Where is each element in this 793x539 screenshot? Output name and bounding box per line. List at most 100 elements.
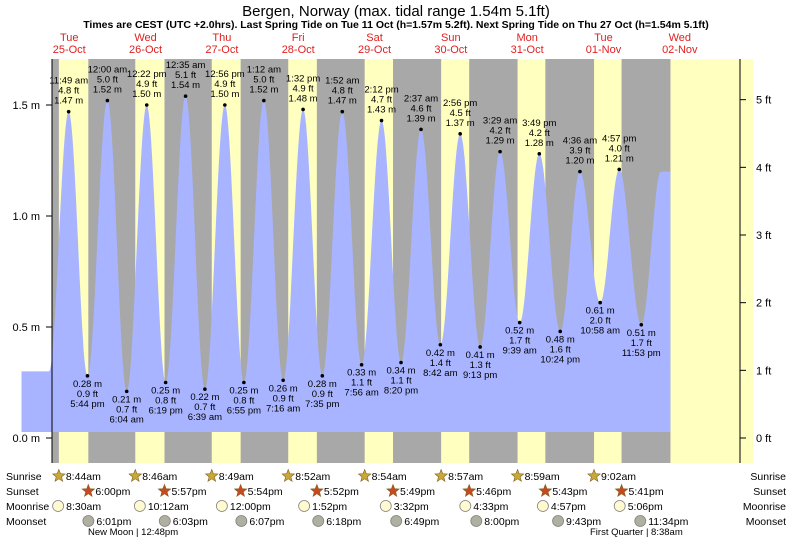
sun-moon-time: 6:18pm (326, 516, 361, 528)
sun-moon-time: 12:00pm (230, 501, 271, 513)
y-tick-label: 0.0 m (12, 433, 40, 445)
sun-moon-time: 4:57pm (551, 501, 586, 513)
sun-star-icon (538, 483, 553, 497)
chart-subtitle: Times are CEST (UTC +2.0hrs). Last Sprin… (83, 19, 709, 31)
tide-point (517, 320, 522, 325)
tide-label: 12:22 pm (127, 69, 167, 80)
tide-label: 10:24 pm (540, 354, 580, 365)
y-tick-label: 5 ft (756, 95, 771, 107)
tide-label: 1.21 m (605, 153, 634, 164)
sun-star-icon (386, 483, 400, 497)
tide-label: 4.9 ft (136, 79, 157, 90)
moonset-icon (235, 515, 248, 527)
day-name: Wed (669, 32, 691, 44)
tide-label: 1.7 ft (631, 338, 652, 349)
tide-point (498, 149, 502, 154)
sun-moon-table: Sunrise Sunset Moonrise Moonset Sunrise … (6, 468, 786, 538)
moonrise-icon (537, 500, 549, 512)
sun-moon-time: 3:32pm (394, 501, 429, 513)
tide-point (203, 387, 207, 391)
day-date: 28-Oct (282, 44, 315, 56)
sun-moon-time: 6:07pm (249, 516, 284, 528)
plot-area: 11:49 am4.8 ft1.47 m0.28 m0.9 ft5:44 pm1… (21, 59, 753, 463)
tide-point (558, 329, 563, 334)
tide-label: 0.33 m (347, 368, 376, 379)
tide-point (340, 109, 345, 114)
sun-star-icon (357, 468, 372, 482)
tide-label: 1.50 m (210, 89, 239, 100)
day-date: 26-Oct (129, 44, 162, 56)
tide-point (617, 167, 622, 172)
tide-label: 0.25 m (151, 386, 180, 397)
tide-label: 3:49 pm (522, 118, 556, 129)
tide-label: 0.28 m (308, 379, 337, 390)
tide-label: 1.39 m (406, 113, 435, 124)
day-headers: Tue25-OctWed26-OctThu27-OctFri28-OctSat2… (53, 32, 698, 56)
moonset-icon (390, 515, 403, 527)
daylight-band (670, 59, 753, 463)
day-date: 27-Oct (205, 44, 238, 56)
tide-label: 0.8 ft (233, 396, 254, 407)
day-date: 30-Oct (434, 44, 467, 56)
tide-label: 6:55 pm (227, 406, 261, 417)
tide-point (144, 103, 149, 107)
row-label-sunset-right: Sunset (753, 486, 786, 498)
tide-label: 2:37 am (404, 93, 438, 104)
sun-moon-time: 8:49am (219, 471, 254, 483)
tide-label: 8:20 pm (384, 386, 418, 397)
tide-point (124, 389, 129, 394)
tide-label: 5:44 pm (70, 399, 104, 410)
tide-label: 6:04 am (110, 414, 144, 425)
sun-moon-time: 1:52pm (312, 501, 347, 513)
tide-label: 9:39 am (503, 346, 537, 357)
y-axis-left-ticks: 0.0 m 0.5 m 1.0 m 1.5 m (12, 100, 52, 445)
tide-label: 4.2 ft (490, 126, 511, 137)
tide-label: 4.8 ft (58, 86, 79, 97)
sun-moon-time: 8:00pm (484, 516, 519, 528)
tide-label: 4.5 ft (450, 108, 471, 119)
day-date: 01-Nov (586, 44, 622, 56)
tide-label: 1.6 ft (550, 344, 571, 355)
sun-star-icon (51, 468, 66, 482)
sun-moon-time: 5:57pm (171, 486, 206, 498)
sun-star-icon (128, 468, 143, 482)
sun-moon-time: 5:46pm (476, 486, 511, 498)
day-name: Sun (441, 32, 461, 44)
row-label-sunset-left: Sunset (6, 486, 39, 498)
tide-label: 6:39 am (188, 412, 222, 423)
moonrise-icon (379, 500, 392, 512)
sun-star-icon (157, 483, 172, 497)
tide-label: 6:19 pm (148, 406, 182, 417)
day-name: Thu (212, 32, 231, 44)
sun-moon-time: 6:01pm (96, 516, 131, 528)
sun-moon-time: 6:00pm (95, 486, 130, 498)
tide-label: 11:49 am (49, 76, 88, 87)
moonset-icon (82, 515, 95, 527)
tide-label: 1.52 m (93, 85, 122, 96)
tide-label: 0.21 m (112, 394, 141, 405)
tide-label: 8:42 am (423, 368, 457, 379)
y-tick-label: 2 ft (756, 298, 771, 310)
tide-point (281, 378, 285, 383)
tide-label: 1:52 am (325, 76, 359, 87)
sun-moon-time: 5:54pm (248, 486, 283, 498)
moonrise-icon (52, 500, 65, 512)
tide-label: 1.48 m (289, 93, 318, 104)
tide-label: 0.7 ft (194, 402, 215, 413)
day-date: 31-Oct (511, 44, 544, 56)
tide-label: 0.28 m (73, 379, 102, 390)
row-label-moonrise-left: Moonrise (6, 501, 49, 513)
tide-label: 2.0 ft (590, 316, 611, 327)
tide-point (379, 118, 384, 123)
sun-moon-time: 8:46am (142, 471, 177, 483)
moonset-icon (158, 515, 171, 527)
y-axis-right-ticks: 0 ft 1 ft 2 ft 3 ft 4 ft 5 ft (740, 95, 771, 445)
tide-point (537, 152, 542, 156)
sun-moon-time: 5:49pm (400, 486, 435, 498)
tide-label: 4.0 ft (609, 143, 630, 154)
tide-label: 7:35 pm (305, 399, 339, 410)
tide-label: 4:57 pm (602, 133, 636, 144)
sun-moon-time: 6:03pm (173, 516, 208, 528)
tide-label: 1.4 ft (430, 358, 451, 369)
